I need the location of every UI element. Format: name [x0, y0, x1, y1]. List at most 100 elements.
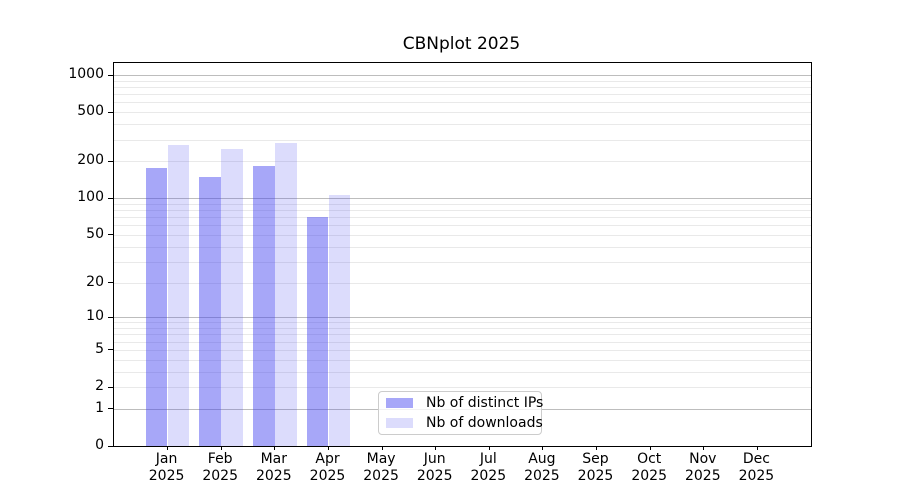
gridline-minor: [114, 112, 811, 114]
x-axis-tick-label: Jul 2025: [456, 451, 520, 484]
x-axis-tick-label: Nov 2025: [671, 451, 735, 484]
gridline-major: [114, 317, 811, 319]
x-axis-tick-label: Dec 2025: [724, 451, 788, 484]
x-axis-tick: [167, 446, 169, 450]
gridline-minor: [114, 387, 811, 388]
legend-label-distinct-ips: Nb of distinct IPs: [426, 395, 544, 411]
year-label: 2025: [577, 467, 614, 484]
year-label: 2025: [363, 467, 399, 484]
x-axis-tick-label: Oct 2025: [617, 451, 681, 484]
gridline-minor: [114, 161, 811, 163]
y-axis-tick: [108, 408, 113, 410]
distinct-ips-swatch: [386, 398, 413, 408]
legend-item-distinct-ips: Nb of distinct IPs: [386, 395, 544, 411]
year-label: 2025: [631, 467, 667, 484]
bar-downloads-mar: [275, 142, 297, 446]
x-axis-tick: [542, 446, 544, 450]
x-axis-tick-label: Mar 2025: [242, 451, 306, 484]
gridline-minor: [114, 124, 811, 126]
y-axis-tick-label: 100: [77, 189, 104, 206]
y-axis-tick: [108, 386, 113, 388]
bar-downloads-jan: [167, 144, 190, 446]
gridline-minor: [114, 217, 811, 219]
x-axis-tick: [756, 446, 758, 450]
year-label: 2025: [738, 467, 775, 484]
y-axis-tick: [108, 74, 113, 76]
y-axis-tick: [108, 160, 113, 162]
x-axis-tick-label: May 2025: [349, 451, 413, 484]
month-label: Apr: [315, 451, 340, 467]
y-axis-tick-label: 10: [86, 308, 104, 325]
downloads-swatch: [386, 418, 413, 428]
year-label: 2025: [524, 467, 560, 484]
x-axis-tick: [596, 446, 597, 450]
month-label: Oct: [637, 451, 662, 467]
x-axis-tick: [328, 446, 329, 450]
gridline-minor: [114, 234, 811, 236]
month-label: Dec: [742, 451, 770, 467]
gridline-minor: [114, 246, 811, 248]
y-axis-tick: [108, 282, 113, 283]
y-axis-tick-label: 20: [86, 273, 104, 290]
plot-area: [108, 62, 812, 450]
x-axis-tick-label: Aug 2025: [510, 451, 574, 484]
month-label: May: [366, 451, 396, 467]
month-label: Jan: [155, 451, 178, 467]
gridline-minor: [114, 102, 811, 104]
gridline-major: [114, 75, 811, 76]
year-label: 2025: [255, 467, 292, 484]
bar-distinct-ips-jan: [145, 168, 168, 446]
y-axis-tick: [108, 349, 113, 351]
y-axis-tick-label: 1000: [68, 66, 104, 82]
month-label: Sep: [582, 451, 609, 467]
gridline-minor: [114, 371, 811, 373]
y-axis-tick-label: 5: [95, 340, 104, 357]
x-axis-tick: [703, 446, 705, 450]
gridline-minor: [114, 203, 811, 205]
x-axis-tick: [220, 446, 222, 450]
month-label: Jul: [479, 451, 497, 467]
y-axis-tick-label: 50: [86, 225, 104, 242]
gridline-major: [114, 198, 811, 200]
x-axis-tick-label: Jan 2025: [135, 451, 199, 484]
gridline-minor: [114, 341, 811, 343]
gridline-minor: [114, 86, 811, 88]
x-axis-tick: [274, 446, 276, 450]
y-axis-tick-label: 2: [95, 378, 104, 394]
x-axis-tick: [435, 446, 437, 450]
y-axis-tick: [108, 316, 113, 318]
year-label: 2025: [309, 467, 346, 484]
x-axis-tick: [381, 446, 383, 450]
gridline-minor: [114, 359, 811, 361]
gridline-minor: [114, 80, 811, 82]
year-label: 2025: [416, 467, 453, 484]
x-axis-tick-label: Apr 2025: [296, 451, 360, 484]
gridline-minor: [114, 225, 811, 227]
y-axis-tick: [108, 111, 113, 113]
y-axis-tick-label: 200: [77, 152, 104, 169]
x-axis-tick-label: Jun 2025: [403, 451, 467, 484]
year-label: 2025: [684, 467, 721, 484]
gridline-minor: [114, 334, 811, 336]
x-axis-tick: [649, 446, 651, 450]
year-label: 2025: [470, 467, 507, 484]
bar-distinct-ips-mar: [253, 165, 275, 446]
y-axis-tick: [108, 234, 113, 236]
x-axis-tick: [488, 446, 490, 450]
legend: Nb of distinct IPs Nb of downloads: [378, 391, 544, 435]
bar-downloads-apr: [328, 195, 351, 446]
year-label: 2025: [202, 467, 238, 484]
gridline-minor: [114, 349, 811, 351]
gridline-minor: [114, 210, 811, 211]
gridline-minor: [114, 139, 811, 141]
legend-item-downloads: Nb of downloads: [386, 415, 543, 431]
chart-title: CBNplot 2025: [402, 34, 521, 54]
bar-distinct-ips-feb: [199, 176, 221, 446]
bar-distinct-ips-apr: [306, 217, 329, 446]
year-label: 2025: [148, 467, 185, 484]
month-label: Mar: [260, 451, 287, 467]
legend-label-downloads: Nb of downloads: [426, 415, 543, 431]
gridline-minor: [114, 322, 811, 324]
gridline-minor: [114, 94, 811, 96]
